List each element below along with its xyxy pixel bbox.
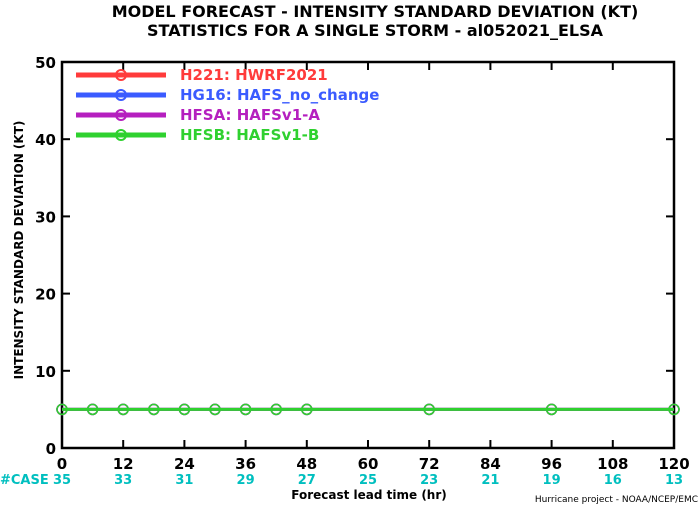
case-count: 33 — [114, 473, 132, 488]
x-tick-label: 60 — [358, 455, 379, 473]
x-tick-label: 0 — [57, 455, 67, 473]
series-point — [668, 403, 680, 416]
legend-swatch-marker — [115, 69, 127, 81]
x-tick-label: 96 — [541, 455, 562, 473]
y-tick-label: 30 — [35, 208, 56, 226]
plot-frame — [60, 60, 676, 450]
series-point — [239, 403, 252, 416]
chart-title: MODEL FORECAST - INTENSITY STANDARD DEVI… — [112, 2, 639, 21]
case-count: 31 — [175, 473, 193, 488]
legend-swatch-marker — [115, 129, 127, 141]
case-count: 21 — [481, 473, 499, 488]
legend-label: HFSA: HAFSv1-A — [180, 106, 320, 124]
x-tick-label: 36 — [235, 455, 256, 473]
legend-label: HG16: HAFS_no_change — [180, 86, 379, 104]
legend-label: HFSB: HAFSv1-B — [180, 126, 319, 144]
x-tick-label: 12 — [113, 455, 134, 473]
series-point — [301, 403, 313, 416]
series-point — [209, 403, 221, 416]
series-point — [178, 403, 191, 416]
legend-swatch-marker — [115, 89, 127, 101]
y-tick-label: 0 — [46, 440, 56, 458]
x-tick-label: 72 — [419, 455, 440, 473]
x-tick-label: 24 — [174, 455, 195, 473]
case-count: 27 — [298, 473, 316, 488]
credit-text: Hurricane project - NOAA/NCEP/EMC — [535, 495, 698, 505]
case-count: 13 — [665, 473, 683, 488]
y-axis-label: INTENSITY STANDARD DEVIATION (KT) — [12, 121, 26, 380]
chart-subtitle: STATISTICS FOR A SINGLE STORM - al052021… — [147, 21, 604, 40]
case-count: 29 — [237, 473, 255, 488]
series-point — [545, 403, 558, 416]
case-count: 25 — [359, 473, 377, 488]
series-point — [117, 403, 129, 416]
y-tick-label: 20 — [35, 286, 56, 304]
y-tick-label: 50 — [35, 54, 56, 72]
y-tick-label: 40 — [35, 131, 56, 149]
series-layer — [56, 403, 680, 416]
series-point — [56, 403, 68, 416]
x-tick-label: 84 — [480, 455, 501, 473]
case-count: 35 — [53, 473, 71, 488]
x-tick-label: 120 — [658, 455, 689, 473]
legend-swatch-marker — [115, 109, 127, 121]
series-point — [423, 403, 435, 416]
case-count: 19 — [543, 473, 561, 488]
x-tick-label: 108 — [597, 455, 628, 473]
case-count-row: #CASE 35 33 31 29 27 25 23 21 19 16 13 — [0, 473, 683, 488]
x-axis-label: Forecast lead time (hr) — [291, 488, 447, 502]
x-tick-label: 48 — [296, 455, 317, 473]
case-count: 16 — [604, 473, 622, 488]
series-point — [148, 403, 160, 416]
series-point — [270, 403, 282, 416]
series-point — [86, 403, 99, 416]
case-label: #CASE — [0, 473, 49, 488]
y-axis-ticks: 0 10 20 30 40 50 — [35, 54, 674, 458]
plot-area — [60, 60, 676, 450]
legend: H221: HWRF2021 HG16: HAFS_no_change HFSA: … — [76, 66, 379, 144]
y-tick-label: 10 — [35, 363, 56, 381]
x-axis-ticks: 0 12 24 36 48 60 72 84 96 108 120 — [57, 62, 690, 473]
case-count: 23 — [420, 473, 438, 488]
legend-label: H221: HWRF2021 — [180, 66, 328, 84]
